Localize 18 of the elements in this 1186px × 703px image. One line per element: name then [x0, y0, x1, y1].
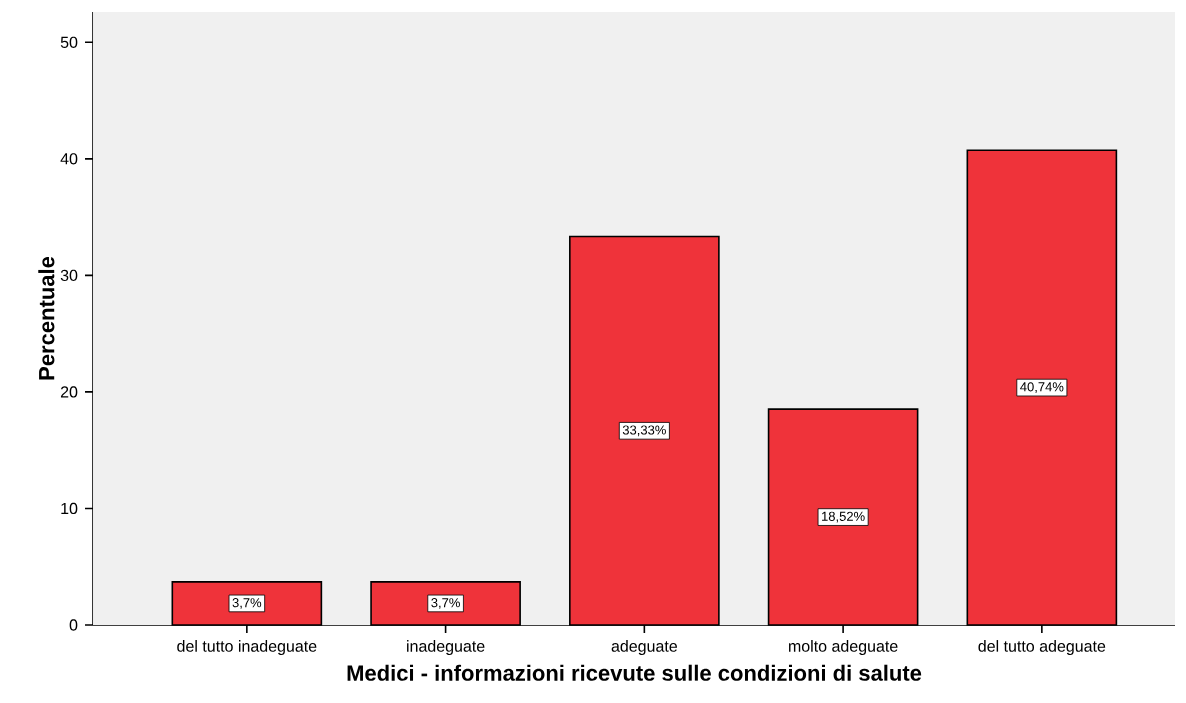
y-tick-label: 10	[61, 502, 78, 515]
data-label: 3,7%	[232, 598, 262, 609]
data-label: 33,33%	[622, 425, 666, 437]
y-tick-label: 20	[60, 386, 78, 398]
y-tick-label: 40	[60, 153, 78, 165]
x-tick-label: del tutto inadeguate	[177, 640, 317, 655]
y-axis-title: Percentuale	[38, 256, 55, 380]
data-label: 3,7%	[431, 598, 460, 609]
data-label: 40,74%	[1020, 382, 1064, 393]
x-tick-label: molto adeguate	[789, 640, 898, 655]
y-tick-label: 30	[60, 269, 78, 282]
y-tick-label: 0	[69, 619, 78, 631]
x-tick-label: del tutto adeguate	[978, 640, 1106, 655]
data-label: 18,52%	[822, 511, 865, 523]
y-tick-label: 50	[60, 36, 78, 48]
x-tick-label: inadeguate	[407, 640, 485, 655]
x-axis-title: Medici - informazioni ricevute sulle condizioni di salute	[347, 664, 922, 681]
x-tick-label: adeguate	[611, 640, 677, 655]
